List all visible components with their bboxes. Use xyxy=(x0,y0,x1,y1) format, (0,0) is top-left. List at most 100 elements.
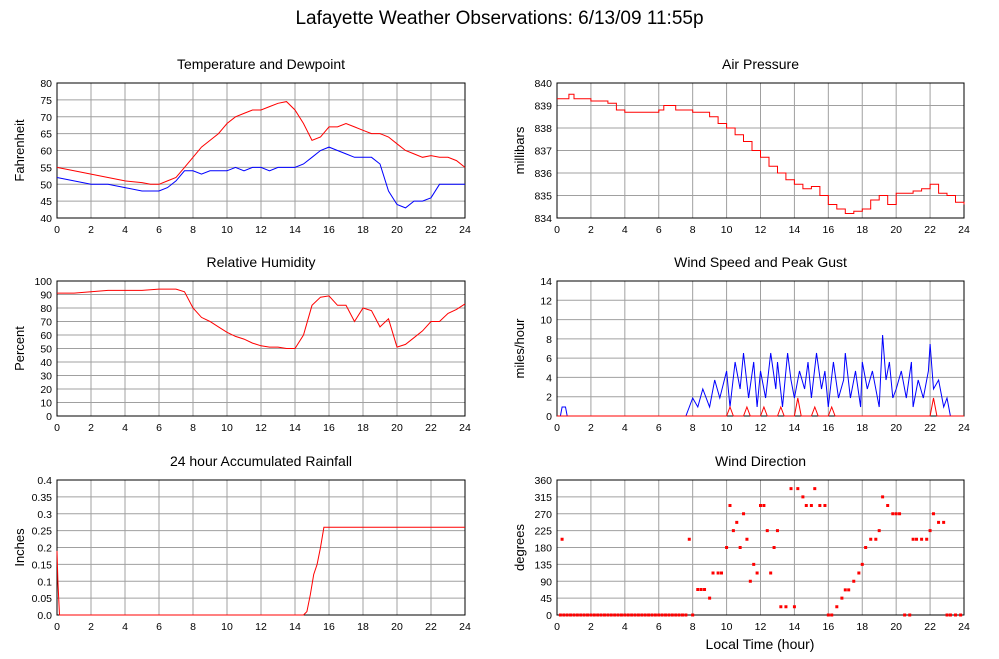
x-tick-label: 6 xyxy=(656,422,662,434)
data-point xyxy=(925,537,929,541)
data-point xyxy=(599,613,603,617)
x-tick-label: 12 xyxy=(755,224,767,236)
data-point xyxy=(708,596,712,600)
x-tick-label: 0 xyxy=(554,422,560,434)
data-point xyxy=(560,537,564,541)
chart-title: Relative Humidity xyxy=(207,254,316,270)
x-tick-label: 4 xyxy=(622,224,628,236)
x-tick-label: 24 xyxy=(459,621,471,633)
series-line-0 xyxy=(57,288,466,349)
x-tick-label: 20 xyxy=(890,621,902,633)
data-point xyxy=(894,512,898,516)
x-tick-label: 20 xyxy=(890,224,902,236)
data-point xyxy=(586,613,590,617)
y-tick-label: 270 xyxy=(534,509,552,521)
data-point xyxy=(613,613,617,617)
y-tick-label: 839 xyxy=(534,101,552,113)
data-point xyxy=(804,504,808,507)
y-tick-label: 70 xyxy=(40,112,52,124)
x-tick-label: 10 xyxy=(221,224,233,236)
x-tick-label: 16 xyxy=(822,621,834,633)
y-tick-label: 360 xyxy=(534,475,552,487)
data-point xyxy=(677,613,681,617)
x-tick-label: 2 xyxy=(588,621,594,633)
y-tick-label: 0.25 xyxy=(32,526,53,538)
data-point xyxy=(765,529,769,533)
data-point xyxy=(691,613,695,617)
data-point xyxy=(687,537,691,541)
y-axis-label: Fahrenheit xyxy=(12,119,27,182)
data-point xyxy=(674,613,678,617)
x-tick-label: 22 xyxy=(924,224,936,236)
x-tick-label: 8 xyxy=(690,224,696,236)
data-point xyxy=(762,504,766,507)
y-tick-label: 40 xyxy=(40,213,52,225)
y-tick-label: 4 xyxy=(546,372,552,384)
x-tick-label: 20 xyxy=(391,621,403,633)
y-tick-label: 0 xyxy=(546,411,552,423)
y-tick-label: 75 xyxy=(40,95,52,107)
data-point xyxy=(920,537,924,541)
data-point xyxy=(728,504,732,507)
data-point xyxy=(843,588,847,592)
x-tick-label: 8 xyxy=(190,621,196,633)
y-tick-label: 834 xyxy=(534,213,552,225)
data-point xyxy=(589,613,593,617)
data-point xyxy=(959,613,963,617)
x-tick-label: 16 xyxy=(323,621,335,633)
data-point xyxy=(619,613,623,617)
x-tick-label: 12 xyxy=(255,621,267,633)
y-tick-label: 0.05 xyxy=(32,593,53,605)
y-tick-label: 90 xyxy=(540,576,552,588)
x-tick-label: 6 xyxy=(156,224,162,236)
data-point xyxy=(942,520,946,524)
data-point xyxy=(636,613,640,617)
x-tick-label: 16 xyxy=(323,224,335,236)
data-point xyxy=(881,495,885,499)
y-tick-label: 90 xyxy=(40,290,52,302)
data-point xyxy=(680,613,684,617)
series-line-0 xyxy=(557,334,964,417)
y-tick-label: 12 xyxy=(540,295,552,307)
data-point xyxy=(789,487,793,491)
y-tick-label: 50 xyxy=(40,344,52,356)
x-tick-label: 6 xyxy=(156,621,162,633)
x-tick-label: 24 xyxy=(459,224,471,236)
data-point xyxy=(664,613,668,617)
y-tick-label: 10 xyxy=(40,398,52,410)
y-tick-label: 0.1 xyxy=(37,576,52,588)
plot-frame xyxy=(556,82,965,219)
x-tick-label: 12 xyxy=(255,224,267,236)
data-point xyxy=(748,579,752,583)
x-tick-label: 2 xyxy=(88,224,94,236)
data-point xyxy=(699,588,703,591)
data-point xyxy=(565,613,569,617)
x-tick-label: 22 xyxy=(924,422,936,434)
y-tick-label: 840 xyxy=(534,78,552,90)
x-tick-label: 0 xyxy=(54,422,60,434)
chart-title: Air Pressure xyxy=(722,56,799,72)
data-point xyxy=(626,613,630,617)
data-point xyxy=(606,613,610,617)
y-axis-label: Percent xyxy=(12,326,27,371)
x-tick-label: 14 xyxy=(789,621,801,633)
x-tick-label: 6 xyxy=(656,621,662,633)
y-tick-label: 0.35 xyxy=(32,492,53,504)
x-tick-label: 12 xyxy=(255,422,267,434)
y-tick-label: 55 xyxy=(40,162,52,174)
data-point xyxy=(752,562,756,566)
x-tick-label: 14 xyxy=(289,224,301,236)
x-tick-label: 18 xyxy=(357,224,369,236)
series-line-0 xyxy=(56,526,465,616)
data-point xyxy=(670,613,674,617)
x-tick-label: 24 xyxy=(958,224,970,236)
data-point xyxy=(860,562,864,566)
data-point xyxy=(869,537,873,541)
x-tick-label: 18 xyxy=(856,621,868,633)
data-point xyxy=(915,537,919,541)
x-tick-label: 14 xyxy=(289,621,301,633)
y-tick-label: 65 xyxy=(40,129,52,141)
data-point xyxy=(847,588,851,592)
direction-chart: 0 2 4 6 8 10 12 14 16 18 20 22 240459013518022527031… xyxy=(512,453,970,633)
x-tick-label: 20 xyxy=(391,224,403,236)
